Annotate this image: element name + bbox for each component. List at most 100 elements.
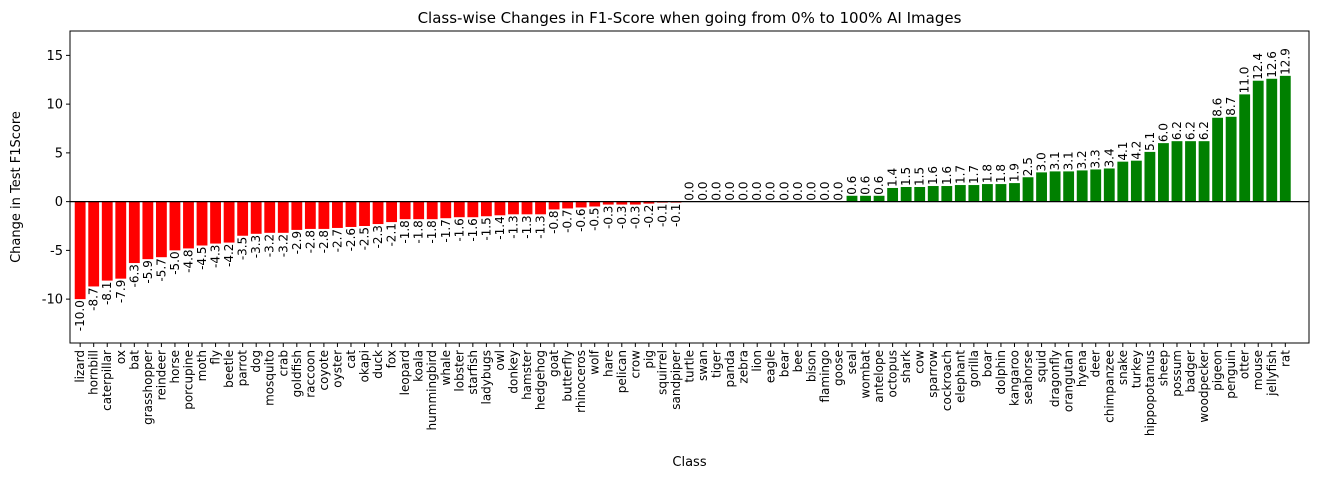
category-label-rat: rat xyxy=(1278,350,1292,367)
value-label-starfish: -1.6 xyxy=(466,218,480,241)
category-label-ox: ox xyxy=(114,350,128,364)
value-label-bear: 0.0 xyxy=(777,182,791,201)
value-label-seal: 0.6 xyxy=(845,176,859,195)
bar-parrot xyxy=(237,201,249,236)
y-tick-label: -5 xyxy=(50,244,63,259)
category-label-otter: otter xyxy=(1238,350,1252,379)
category-label-sparrow: sparrow xyxy=(926,350,940,398)
category-label-penguin: penguin xyxy=(1224,350,1238,399)
bar-otter xyxy=(1239,94,1251,202)
bar-leopard xyxy=(399,201,411,220)
value-label-crab: -3.2 xyxy=(276,234,290,257)
value-label-hummingbird: -1.8 xyxy=(425,220,439,243)
value-label-grasshopper: -5.9 xyxy=(141,260,155,283)
value-label-reindeer: -5.7 xyxy=(154,258,168,281)
category-label-crow: crow xyxy=(628,350,642,379)
category-label-deer: deer xyxy=(1089,350,1103,377)
value-label-seahorse: 2.5 xyxy=(1021,157,1035,176)
category-label-donkey: donkey xyxy=(506,350,520,394)
category-label-turkey: turkey xyxy=(1129,350,1143,388)
bar-dolphin xyxy=(995,184,1007,202)
value-label-goldfish: -2.9 xyxy=(290,231,304,254)
x-axis-label: Class xyxy=(672,455,706,470)
bar-pigeon xyxy=(1212,117,1224,202)
value-label-kangaroo: 1.9 xyxy=(1007,163,1021,182)
bar-pig xyxy=(643,201,655,204)
bar-bat xyxy=(128,201,140,264)
value-label-bat: -6.3 xyxy=(127,264,141,287)
bar-okapi xyxy=(359,201,370,226)
category-label-duck: duck xyxy=(371,350,385,379)
bar-seal xyxy=(846,195,858,202)
bar-donkey xyxy=(508,201,519,215)
value-label-butterfly: -0.7 xyxy=(561,209,575,232)
value-label-moth: -4.5 xyxy=(195,247,209,270)
category-label-starfish: starfish xyxy=(466,350,480,395)
category-label-cockroach: cockroach xyxy=(940,350,954,411)
value-label-badger: 6.2 xyxy=(1184,121,1198,140)
bar-wolf xyxy=(589,201,601,207)
category-label-boar: boar xyxy=(980,350,994,377)
plot-marks: -10.0-8.7 -8.1 -7.9-6.3 -5.9 -5.7 -5.0 -4.8 -4.… xyxy=(70,48,1309,331)
bar-rhinoceros xyxy=(575,201,587,208)
chart-title: Class-wise Changes in F1-Score when goin… xyxy=(418,9,962,27)
value-label-horse: -5.0 xyxy=(168,251,182,274)
category-label-bee: bee xyxy=(791,350,805,372)
bar-cow xyxy=(914,187,926,202)
value-label-hyena: 3.2 xyxy=(1075,150,1089,169)
category-label-squirrel: squirrel xyxy=(655,350,669,395)
category-label-caterpillar: caterpillar xyxy=(100,350,114,411)
value-label-pigeon: 8.6 xyxy=(1211,98,1225,117)
bar-caterpillar xyxy=(101,201,113,281)
category-label-goose: goose xyxy=(831,350,845,386)
x-axis: lizard hornbill caterpillar ox bat grasshoppe… xyxy=(73,343,1292,436)
y-axis-label: Change in Test F1Score xyxy=(9,111,24,263)
bar-ladybugs xyxy=(480,201,492,217)
value-label-orangutan: 3.1 xyxy=(1062,151,1076,170)
bar-hedgehog xyxy=(535,201,546,215)
bar-badger xyxy=(1185,141,1196,202)
value-label-ox: -7.9 xyxy=(114,280,128,303)
bar-squid xyxy=(1036,172,1047,202)
bar-hippopotamus xyxy=(1144,151,1156,202)
value-label-possum: 6.2 xyxy=(1170,121,1184,140)
value-label-shark: 1.5 xyxy=(899,167,913,186)
category-label-reindeer: reindeer xyxy=(154,350,168,400)
bar-fox xyxy=(386,201,398,223)
value-label-porcupine: -4.8 xyxy=(181,249,195,272)
value-label-jellyfish: 12.6 xyxy=(1265,51,1279,78)
value-label-dragonfly: 3.1 xyxy=(1048,151,1062,170)
category-label-possum: possum xyxy=(1170,350,1184,397)
category-label-tiger: tiger xyxy=(710,350,724,378)
value-label-rhinoceros: -0.6 xyxy=(574,208,588,231)
bar-shark xyxy=(900,187,912,202)
bar-coyote xyxy=(318,201,330,229)
value-label-goose: 0.0 xyxy=(831,182,845,201)
category-label-mosquito: mosquito xyxy=(263,350,277,406)
category-label-bison: bison xyxy=(804,350,818,382)
value-label-lobster: -1.6 xyxy=(452,218,466,241)
bar-jellyfish xyxy=(1266,78,1278,202)
value-label-crow: -0.3 xyxy=(628,206,642,229)
bar-woodpecker xyxy=(1198,141,1210,202)
category-label-lion: lion xyxy=(750,350,764,372)
value-label-pig: -0.2 xyxy=(642,205,656,228)
value-label-donkey: -1.3 xyxy=(506,215,520,238)
category-label-turtle: turtle xyxy=(683,350,697,383)
value-label-snake: 4.1 xyxy=(1116,142,1130,161)
bar-goat xyxy=(548,201,560,210)
value-label-elephant: 1.7 xyxy=(953,165,967,184)
category-label-raccoon: raccoon xyxy=(303,350,317,398)
value-label-rat: 12.9 xyxy=(1278,48,1292,75)
value-label-duck: -2.3 xyxy=(371,225,385,248)
category-label-fly: fly xyxy=(209,350,223,365)
category-label-okapi: okapi xyxy=(358,350,372,382)
category-label-seal: seal xyxy=(845,350,859,374)
category-label-dog: dog xyxy=(249,350,263,373)
category-label-pig: pig xyxy=(642,350,656,369)
category-label-oyster: oyster xyxy=(330,350,344,388)
y-tick-label: 10 xyxy=(46,98,63,113)
value-label-sandpiper: -0.1 xyxy=(669,204,683,227)
bar-kangaroo xyxy=(1009,183,1020,202)
category-label-panda: panda xyxy=(723,350,737,388)
